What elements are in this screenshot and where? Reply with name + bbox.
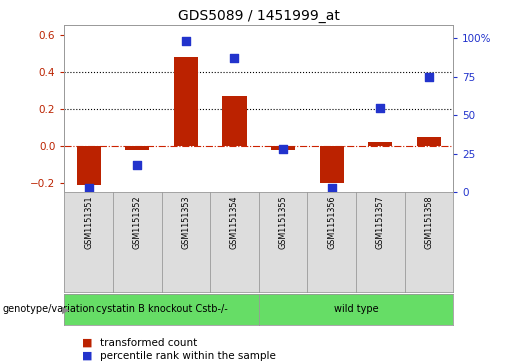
Text: wild type: wild type	[334, 305, 379, 314]
Text: percentile rank within the sample: percentile rank within the sample	[100, 351, 277, 361]
Text: GSM1151352: GSM1151352	[133, 195, 142, 249]
Text: GSM1151354: GSM1151354	[230, 195, 239, 249]
Point	[425, 74, 433, 80]
Text: GSM1151356: GSM1151356	[327, 195, 336, 249]
Point	[328, 185, 336, 191]
Text: GSM1151358: GSM1151358	[424, 195, 434, 249]
Title: GDS5089 / 1451999_at: GDS5089 / 1451999_at	[178, 9, 340, 23]
Point	[182, 38, 190, 44]
Text: ■: ■	[82, 338, 93, 348]
Bar	[417, 137, 441, 146]
Text: GSM1151355: GSM1151355	[279, 195, 287, 249]
Bar	[125, 146, 149, 150]
Text: ▶: ▶	[62, 305, 70, 314]
Bar	[319, 146, 344, 183]
Point	[376, 105, 384, 110]
Text: cystatin B knockout Cstb-/-: cystatin B knockout Cstb-/-	[96, 305, 228, 314]
Bar	[271, 146, 295, 150]
Text: ■: ■	[82, 351, 93, 361]
Point	[133, 162, 142, 168]
Text: GSM1151357: GSM1151357	[376, 195, 385, 249]
Point	[230, 56, 238, 61]
Bar	[77, 146, 101, 185]
Text: GSM1151351: GSM1151351	[84, 195, 93, 249]
Point	[84, 185, 93, 191]
Text: transformed count: transformed count	[100, 338, 198, 348]
Bar	[368, 142, 392, 146]
Point	[279, 146, 287, 152]
Text: GSM1151353: GSM1151353	[181, 195, 191, 249]
Text: genotype/variation: genotype/variation	[3, 305, 95, 314]
Bar	[174, 57, 198, 146]
Bar	[222, 96, 247, 146]
